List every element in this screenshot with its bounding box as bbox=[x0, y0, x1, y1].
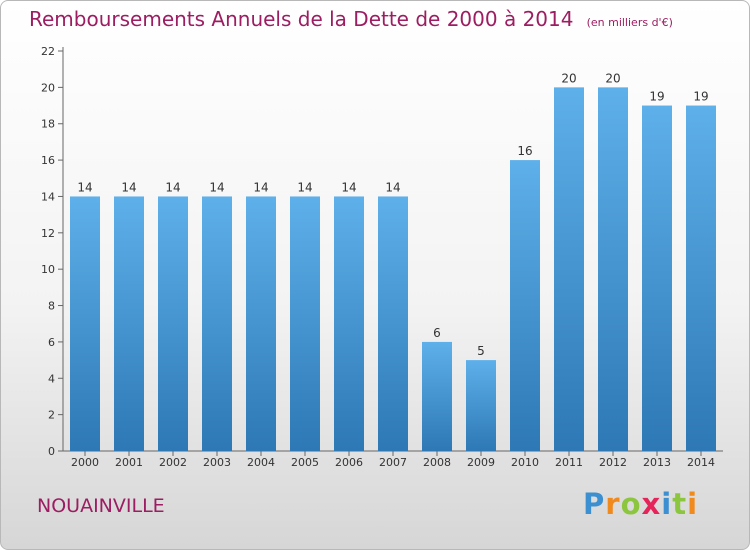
x-tick-label-2004: 2004 bbox=[247, 456, 275, 469]
bar-2008 bbox=[422, 341, 452, 451]
x-tick-label-2010: 2010 bbox=[511, 456, 539, 469]
value-label-2000: 14 bbox=[77, 180, 92, 194]
bar-2007 bbox=[378, 196, 408, 451]
y-tick-label: 2 bbox=[48, 409, 55, 422]
value-label-2013: 19 bbox=[649, 90, 664, 104]
y-tick-label: 8 bbox=[48, 300, 55, 313]
logo-letter: P bbox=[583, 487, 606, 521]
value-label-2006: 14 bbox=[341, 180, 356, 194]
value-label-2002: 14 bbox=[165, 180, 180, 194]
x-tick-label-2000: 2000 bbox=[71, 456, 99, 469]
chart-title: Remboursements Annuels de la Dette de 20… bbox=[29, 7, 574, 31]
labels: 14 2000 14 2001 14 2002 14 2003 14 2004 14 2005 14 20… bbox=[71, 71, 715, 469]
value-label-2011: 20 bbox=[561, 71, 576, 85]
x-tick-label-2014: 2014 bbox=[687, 456, 715, 469]
x-tick-label-2008: 2008 bbox=[423, 456, 451, 469]
title-row: Remboursements Annuels de la Dette de 20… bbox=[29, 7, 673, 31]
bar-2013 bbox=[642, 105, 672, 451]
bars bbox=[70, 87, 716, 451]
chart-unit: (en milliers d'€) bbox=[586, 16, 673, 29]
value-label-2004: 14 bbox=[253, 180, 268, 194]
x-tick-label-2005: 2005 bbox=[291, 456, 319, 469]
bar-2011 bbox=[554, 87, 584, 451]
value-label-2007: 14 bbox=[385, 180, 400, 194]
y-tick-label: 22 bbox=[41, 45, 55, 58]
value-label-2001: 14 bbox=[121, 180, 136, 194]
y-tick-label: 20 bbox=[41, 81, 55, 94]
x-tick-label-2007: 2007 bbox=[379, 456, 407, 469]
logo-letter: i bbox=[661, 487, 673, 521]
x-tick-label-2003: 2003 bbox=[203, 456, 231, 469]
logo-letter: o bbox=[620, 487, 642, 521]
proxiti-logo: Proxiti bbox=[583, 487, 698, 521]
value-label-2009: 5 bbox=[477, 344, 485, 358]
value-label-2008: 6 bbox=[433, 326, 441, 340]
logo-letter: t bbox=[672, 487, 688, 521]
y-tick-label: 10 bbox=[41, 263, 55, 276]
logo-letter: r bbox=[605, 487, 621, 521]
y-tick-label: 4 bbox=[48, 372, 55, 385]
value-label-2012: 20 bbox=[605, 71, 620, 85]
x-tick-label-2012: 2012 bbox=[599, 456, 627, 469]
value-label-2005: 14 bbox=[297, 180, 312, 194]
x-tick-label-2013: 2013 bbox=[643, 456, 671, 469]
bar-2010 bbox=[510, 160, 540, 451]
logo-letter: x bbox=[641, 487, 662, 521]
y-tick-label: 12 bbox=[41, 227, 55, 240]
bar-2000 bbox=[70, 196, 100, 451]
y-tick-label: 0 bbox=[48, 445, 55, 458]
bar-2002 bbox=[158, 196, 188, 451]
bar-2004 bbox=[246, 196, 276, 451]
bar-2005 bbox=[290, 196, 320, 451]
bar-2009 bbox=[466, 360, 496, 451]
bar-2012 bbox=[598, 87, 628, 451]
y-tick-label: 16 bbox=[41, 154, 55, 167]
x-tick-label-2011: 2011 bbox=[555, 456, 583, 469]
value-label-2010: 16 bbox=[517, 144, 532, 158]
logo-letter: i bbox=[687, 487, 699, 521]
bar-2006 bbox=[334, 196, 364, 451]
value-label-2014: 19 bbox=[693, 90, 708, 104]
commune-name: NOUAINVILLE bbox=[37, 495, 165, 517]
y-tick-label: 6 bbox=[48, 336, 55, 349]
bar-2003 bbox=[202, 196, 232, 451]
value-label-2003: 14 bbox=[209, 180, 224, 194]
x-tick-label-2002: 2002 bbox=[159, 456, 187, 469]
bar-2014 bbox=[686, 105, 716, 451]
y-tick-label: 18 bbox=[41, 118, 55, 131]
y-tick-label: 14 bbox=[41, 190, 55, 203]
bar-2001 bbox=[114, 196, 144, 451]
x-tick-label-2001: 2001 bbox=[115, 456, 143, 469]
x-tick-label-2009: 2009 bbox=[467, 456, 495, 469]
x-tick-label-2006: 2006 bbox=[335, 456, 363, 469]
